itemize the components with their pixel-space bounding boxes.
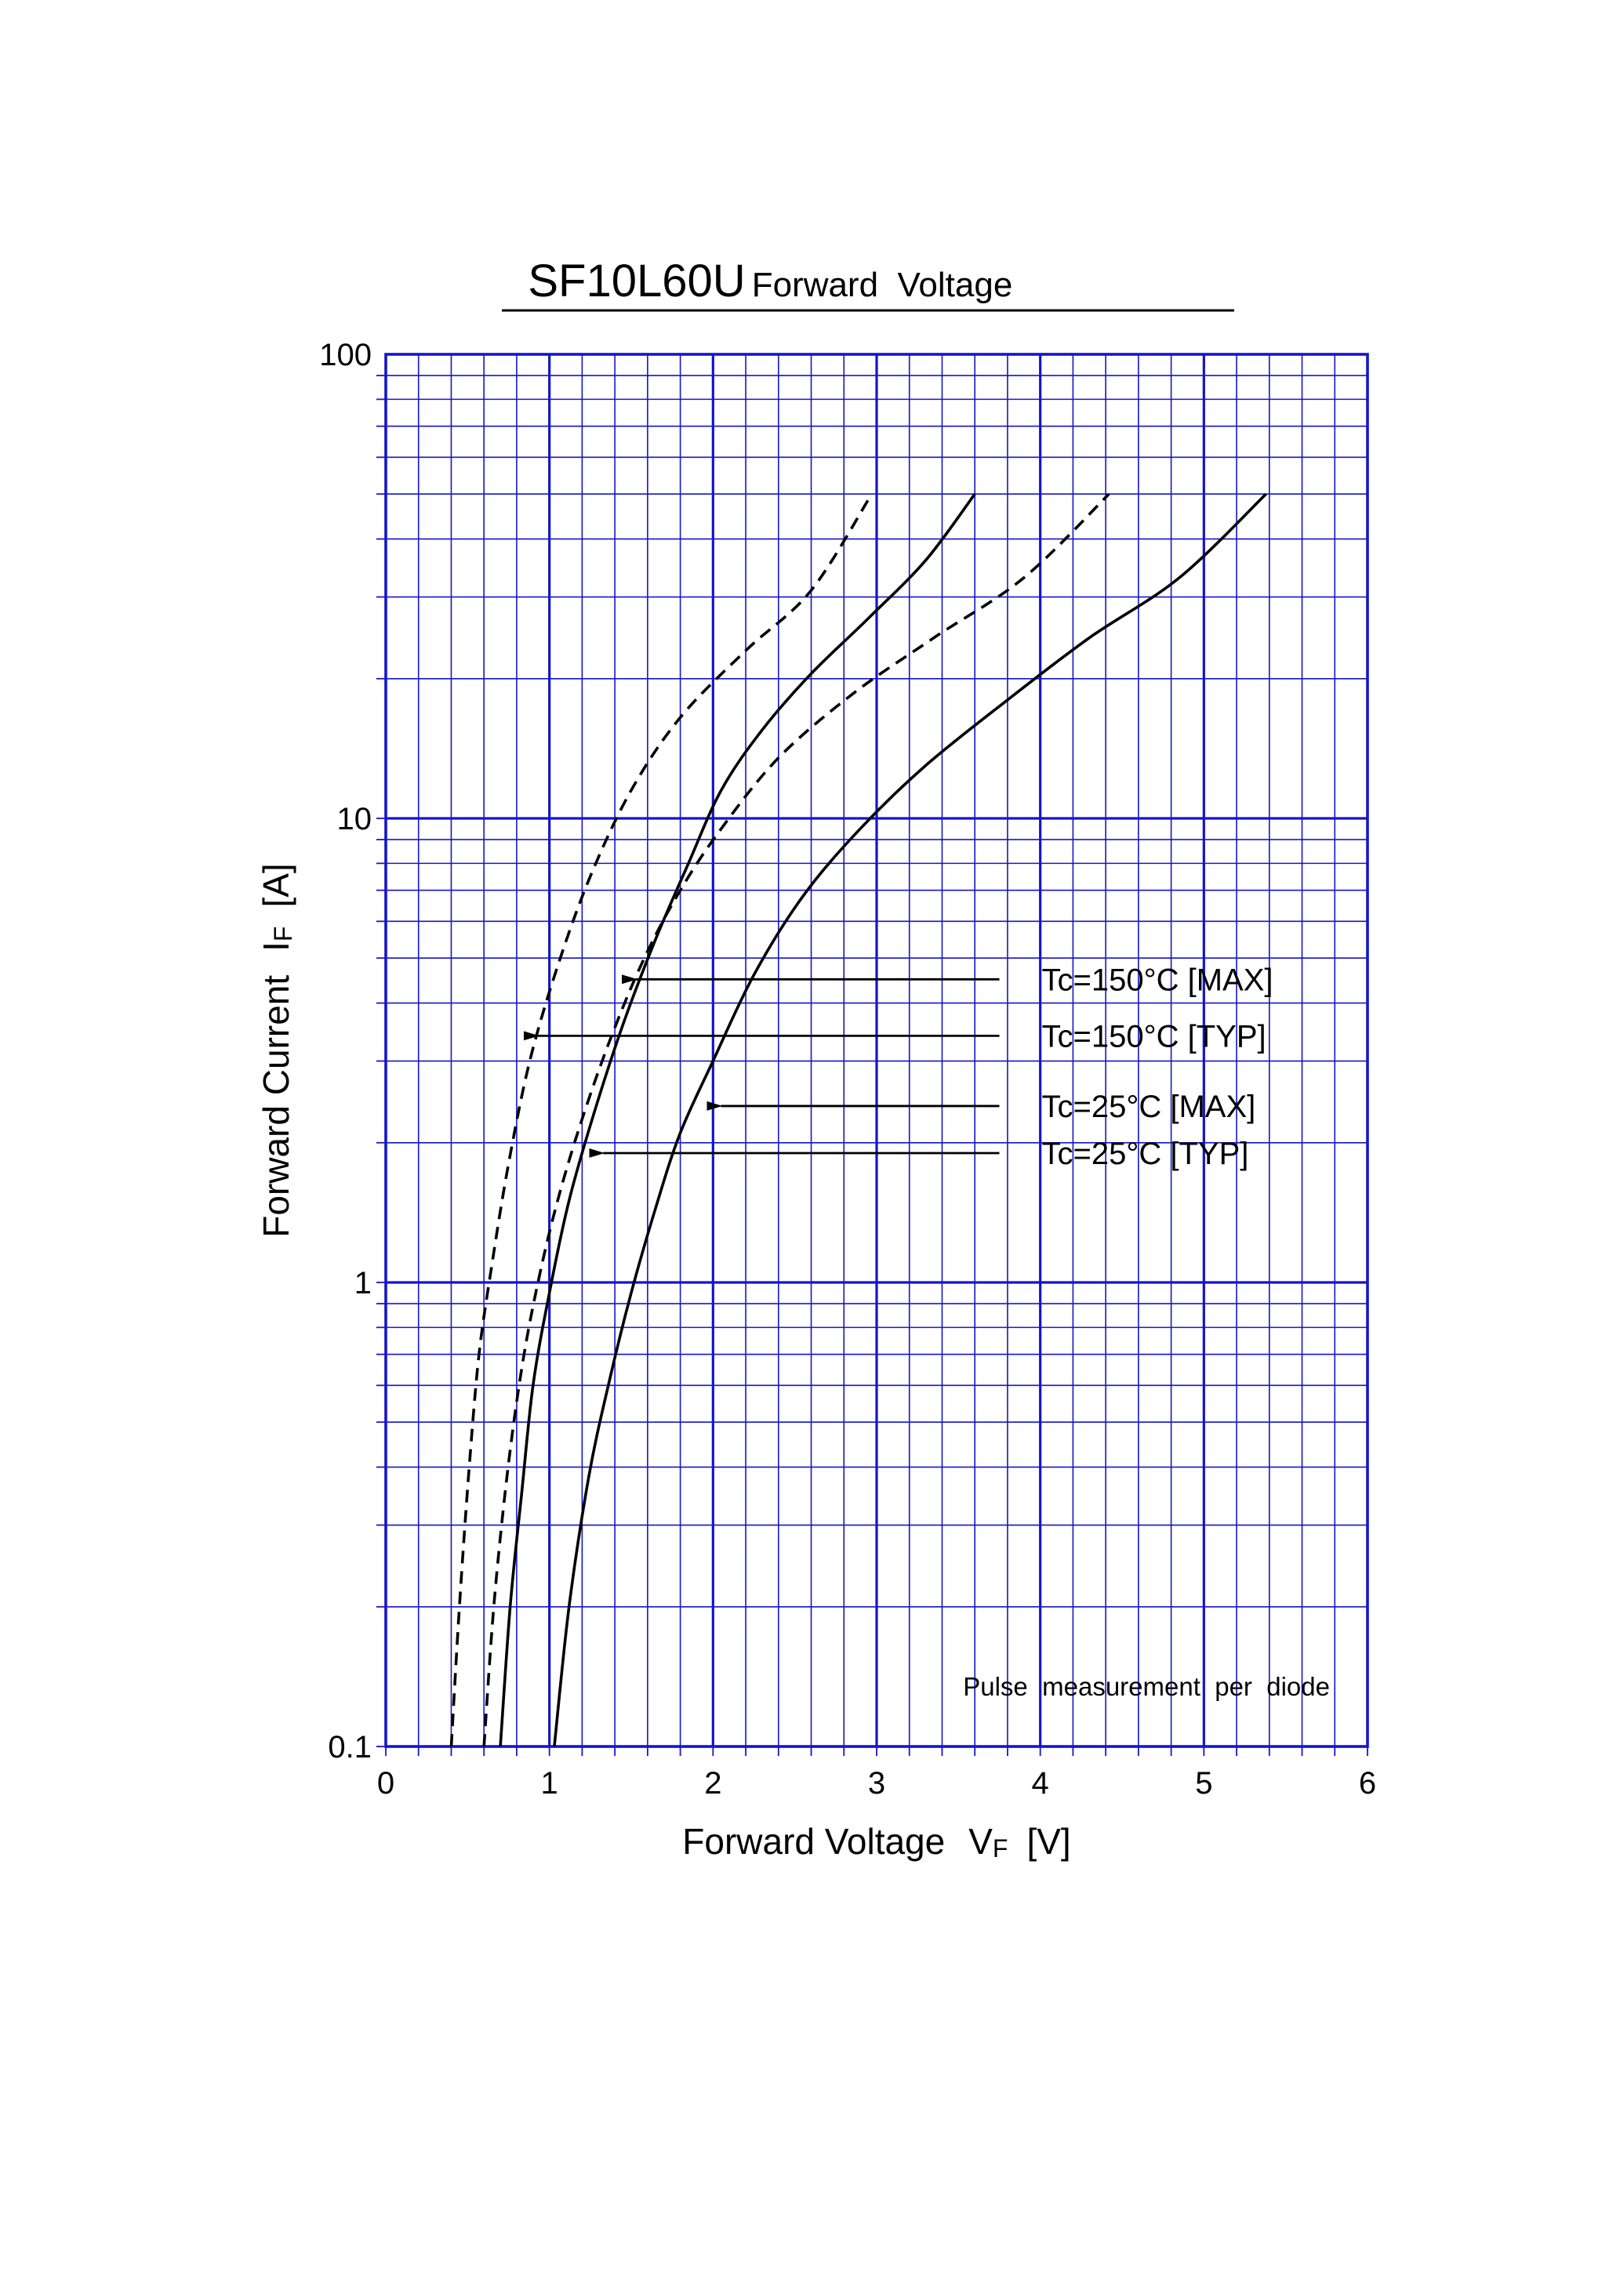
- grid: [376, 353, 1369, 1756]
- x-tick-label: 0: [377, 1766, 394, 1801]
- y-axis-symbol: I: [256, 941, 296, 952]
- x-axis-symbol: V: [968, 1821, 993, 1862]
- y-axis-label: Forward Current IF [A]: [256, 863, 297, 1237]
- y-axis-subscript: F: [269, 927, 297, 942]
- x-tick-label: 3: [868, 1766, 885, 1801]
- x-tick-label: 6: [1359, 1766, 1376, 1801]
- series-line-0: [499, 493, 976, 1747]
- annotation-label-3: Tc=25°C [TYP]: [1042, 1137, 1249, 1171]
- x-axis-subscript: F: [993, 1834, 1008, 1863]
- annotation-label-0: Tc=150°C [MAX]: [1042, 963, 1273, 997]
- annotation-label-2: Tc=25°C [MAX]: [1042, 1090, 1256, 1124]
- y-tick-label: 10: [337, 802, 372, 836]
- x-tick-label: 2: [704, 1766, 721, 1801]
- annotations: Tc=150°C [MAX] Tc=150°C [TYP] Tc=25°C [MAX…: [523, 963, 1273, 1171]
- x-axis-label-text: Forward Voltage: [682, 1821, 945, 1862]
- x-axis-unit: [V]: [1026, 1821, 1070, 1862]
- y-tick-label: 0.1: [328, 1730, 372, 1765]
- annotation-label-1: Tc=150°C [TYP]: [1042, 1019, 1266, 1054]
- chart-note: Pulse measurement per diode: [963, 1672, 1330, 1701]
- y-axis-label-text: Forward Current: [256, 975, 296, 1238]
- chart-subtitle: Forward Voltage: [752, 266, 1013, 304]
- y-axis-unit: [A]: [256, 863, 296, 907]
- x-axis-label: Forward Voltage VF [V]: [682, 1821, 1070, 1863]
- y-tick-label: 1: [354, 1266, 372, 1300]
- x-tick-label: 5: [1195, 1766, 1212, 1801]
- series-line-3: [482, 492, 1110, 1747]
- y-tick-label: 100: [319, 338, 372, 372]
- chart-title: SF10L60U: [528, 256, 745, 306]
- tick-labels: 0 1 2 3 4 5 6 0.1 1 10 100: [319, 338, 1376, 1801]
- x-tick-label: 4: [1032, 1766, 1049, 1801]
- series-line-2: [553, 492, 1267, 1747]
- x-tick-label: 1: [541, 1766, 558, 1801]
